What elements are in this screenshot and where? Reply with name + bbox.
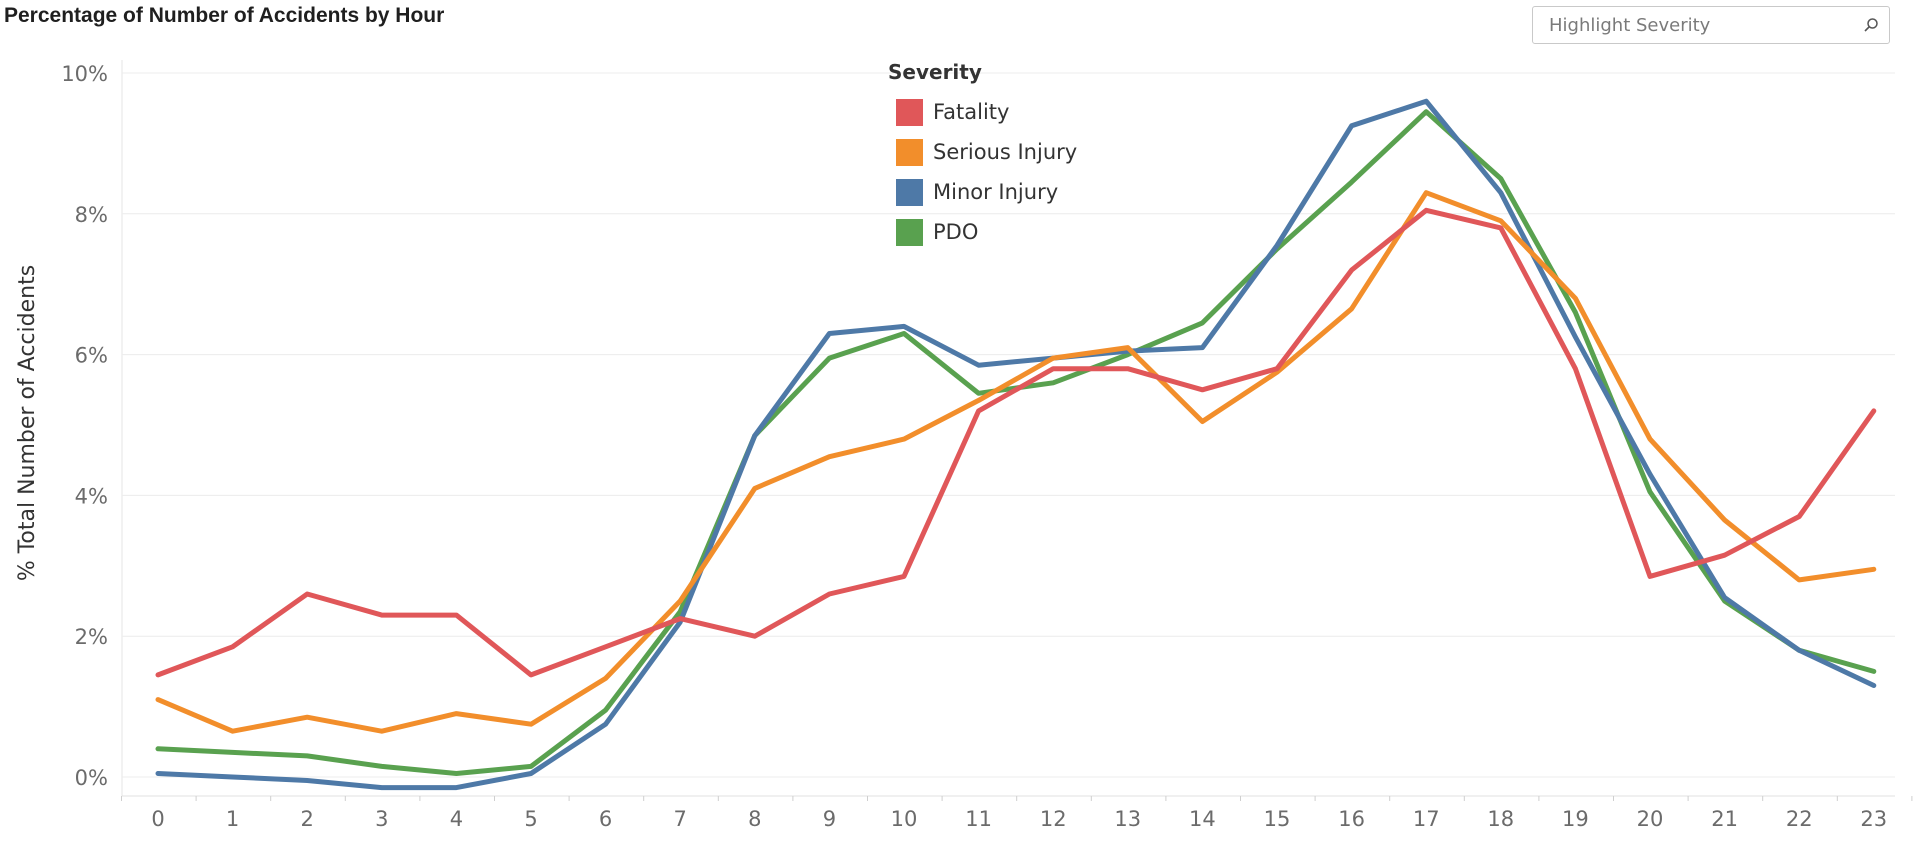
series-line-fatality[interactable]: [155, 207, 1877, 678]
x-tick-label: 13: [1114, 807, 1141, 831]
x-tick-label: 22: [1786, 807, 1813, 831]
x-tick-label: 0: [151, 807, 164, 831]
x-tick-label: 5: [524, 807, 537, 831]
x-tick-label: 4: [450, 807, 463, 831]
series-lines: [155, 98, 1877, 791]
x-tick-label: 2: [301, 807, 314, 831]
x-tick-label: 20: [1637, 807, 1664, 831]
search-icon[interactable]: [1863, 17, 1879, 33]
legend-swatch: [896, 218, 923, 246]
legend-swatch: [896, 178, 923, 206]
y-axis-label: % Total Number of Accidents: [15, 265, 40, 581]
legend-swatch: [896, 98, 923, 126]
page-title: Percentage of Number of Accidents by Hou…: [4, 4, 445, 27]
search-input[interactable]: [1543, 7, 1855, 43]
x-tick-label: 8: [748, 807, 761, 831]
legend: Severity Fatality Serious Injury Minor Inj…: [888, 60, 1077, 252]
y-axis-ticks: 0% 2% 4% 6% 8% 10%: [61, 62, 108, 790]
x-tick-label: 6: [599, 807, 612, 831]
legend-label: Serious Injury: [933, 140, 1078, 164]
x-tick-label: 18: [1487, 807, 1514, 831]
x-tick-label: 23: [1860, 807, 1887, 831]
x-tick-label: 3: [375, 807, 388, 831]
series-line-minor-injury[interactable]: [155, 98, 1877, 791]
legend-label: PDO: [933, 220, 979, 244]
x-tick-label: 10: [891, 807, 918, 831]
x-tick-label: 9: [823, 807, 836, 831]
gridlines: [121, 60, 1895, 796]
x-tick-label: 14: [1189, 807, 1216, 831]
y-tick-label: 10%: [61, 62, 108, 86]
y-tick-label: 2%: [75, 625, 108, 649]
highlight-severity-search[interactable]: [1532, 6, 1890, 44]
x-axis-ticks: 0 1 2 3 4 5 6 7 8 9 10 11 12 13 14 15 16 17 18 19 20 21 22 23: [121, 795, 1913, 831]
x-tick-label: 15: [1264, 807, 1291, 831]
y-tick-label: 4%: [75, 484, 108, 508]
x-tick-label: 12: [1040, 807, 1067, 831]
series-line-serious-injury[interactable]: [155, 190, 1877, 734]
legend-label: Minor Injury: [933, 180, 1059, 204]
x-tick-label: 16: [1338, 807, 1365, 831]
y-tick-label: 8%: [75, 203, 108, 227]
legend-swatch: [896, 138, 923, 166]
x-tick-label: 1: [226, 807, 239, 831]
legend-title: Severity: [888, 60, 982, 84]
x-tick-label: 17: [1413, 807, 1440, 831]
y-tick-label: 0%: [75, 766, 108, 790]
legend-item-serious-injury[interactable]: Serious Injury: [888, 132, 1077, 172]
x-tick-label: 19: [1562, 807, 1589, 831]
legend-item-pdo[interactable]: PDO: [888, 212, 1077, 252]
y-tick-label: 6%: [75, 344, 108, 368]
x-tick-label: 7: [674, 807, 687, 831]
x-tick-label: 11: [965, 807, 992, 831]
legend-item-minor-injury[interactable]: Minor Injury: [888, 172, 1077, 212]
legend-item-fatality[interactable]: Fatality: [888, 92, 1077, 132]
legend-label: Fatality: [933, 100, 1010, 124]
x-tick-label: 21: [1711, 807, 1738, 831]
